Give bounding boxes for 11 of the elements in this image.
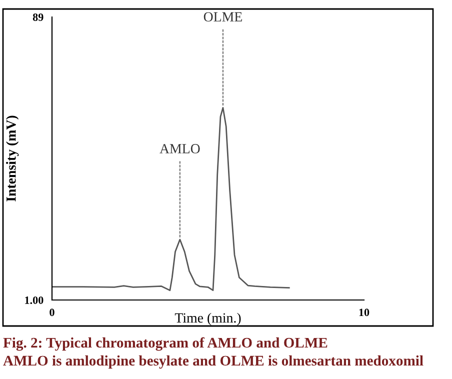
- x-axis-title: Time (min.): [174, 312, 241, 326]
- y-axis-title: Intensity (mV): [6, 116, 19, 202]
- y-tick-label: 89: [32, 13, 44, 21]
- text: AMLO is amlodipine besylate and OLME is olmesartan medoxomil: [3, 355, 424, 369]
- caption: Fig. 2: Typical chromatogram of AMLO and OLME: [3, 337, 328, 351]
- annotation: OLME: [204, 12, 242, 22]
- x-tick-label: 0: [50, 308, 54, 316]
- x-tick-label: 10: [359, 308, 370, 316]
- line-series: [52, 106, 290, 292]
- y-tick-label: 1.00: [25, 296, 44, 304]
- annotation: AMLO: [160, 144, 200, 154]
